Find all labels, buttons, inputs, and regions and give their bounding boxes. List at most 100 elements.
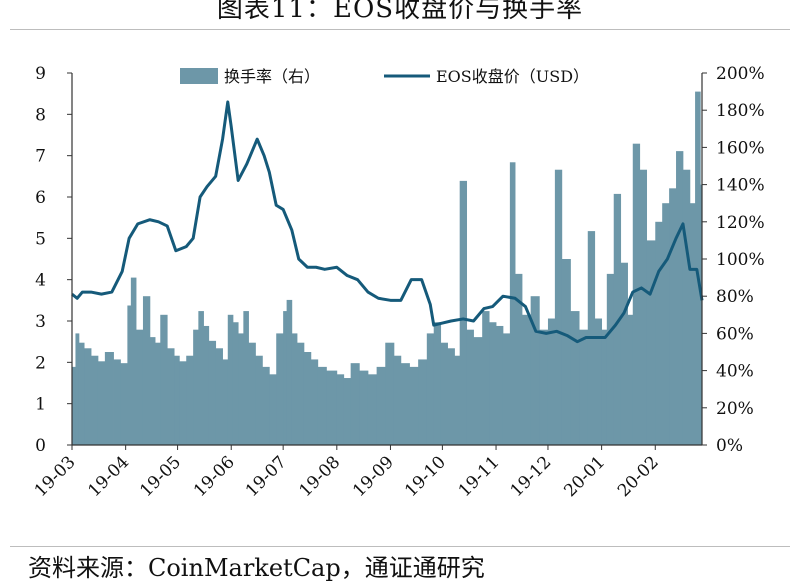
turnover-bar — [496, 325, 504, 445]
left-tick-label: 2 — [35, 353, 46, 373]
turnover-bar — [227, 314, 234, 445]
turnover-bar — [78, 342, 85, 445]
x-ticks: 19-03 19-04 19-05 19-06 19-07 19-08 19-09 19-10… — [31, 445, 663, 501]
turnover-bar — [113, 359, 121, 445]
legend-price-label: EOS收盘价（USD） — [436, 67, 589, 86]
legend-turnover-swatch — [180, 68, 218, 84]
left-tick-label: 6 — [35, 188, 46, 208]
turnover-bar — [447, 348, 455, 445]
left-tick-label: 9 — [35, 64, 46, 84]
turnover-bar — [367, 374, 378, 445]
chart-title: 图表11：EOS收盘价与换手率 — [216, 0, 584, 24]
turnover-bar — [104, 352, 114, 445]
turnover-bar — [84, 348, 92, 445]
right-tick-label: 140% — [716, 176, 765, 196]
x-tick-label: 19-05 — [136, 452, 185, 501]
turnover-bar — [473, 337, 483, 445]
left-tick-label: 5 — [35, 229, 46, 249]
source-note: 资料来源：CoinMarketCap，通证通研究 — [28, 554, 485, 582]
turnover-bar — [310, 359, 319, 445]
turnover-bar — [203, 325, 210, 445]
right-y-ticks: 0% 20% 40% 60% 80% 100% 120% 140% 160% 180% 200% — [702, 64, 765, 456]
x-tick-label: 19-12 — [507, 452, 556, 501]
turnover-bar — [174, 355, 180, 445]
turnover-bar — [669, 188, 677, 445]
turnover-bar — [222, 359, 229, 445]
x-tick-label: 19-09 — [349, 452, 398, 501]
turnover-bar — [515, 273, 523, 445]
x-tick-label: 20-01 — [560, 452, 609, 501]
x-tick-label: 19-03 — [31, 452, 80, 501]
turnover-bar — [646, 240, 656, 445]
turnover-bar — [238, 333, 244, 445]
turnover-bar — [167, 348, 175, 445]
turnover-bar — [502, 333, 511, 445]
left-tick-label: 8 — [35, 105, 46, 125]
right-tick-label: 180% — [716, 101, 765, 121]
eos-price-turnover-chart: 0 1 2 3 4 5 6 7 8 9 0% 20% 40% 60% 80% 100% 120% 140% 160… — [31, 64, 765, 501]
turnover-bar — [682, 169, 691, 445]
x-tick-label: 20-02 — [614, 452, 663, 501]
turnover-bar — [579, 329, 589, 445]
turnover-bar — [530, 296, 540, 445]
turnover-bar — [426, 333, 435, 445]
turnover-bar — [276, 333, 284, 445]
turnover-bar — [466, 329, 474, 445]
turnover-bar — [662, 203, 670, 445]
turnover-bar — [269, 374, 277, 445]
turnover-bar — [350, 363, 360, 445]
turnover-bar — [613, 193, 622, 445]
right-tick-label: 200% — [716, 64, 765, 84]
turnover-bar — [208, 340, 217, 445]
turnover-bar — [554, 169, 563, 445]
turnover-bar — [376, 366, 386, 445]
turnover-bars — [72, 91, 703, 445]
top-rule — [10, 29, 790, 30]
turnover-bar — [186, 355, 194, 445]
turnover-bar — [317, 366, 327, 445]
turnover-bar — [149, 337, 156, 445]
turnover-bar — [489, 322, 497, 445]
x-tick-label: 19-06 — [190, 452, 239, 501]
turnover-bar — [248, 342, 256, 445]
turnover-bar — [72, 366, 76, 445]
turnover-bar — [160, 314, 168, 445]
turnover-bar — [155, 342, 161, 445]
turnover-bar — [700, 184, 703, 445]
turnover-bar — [522, 314, 532, 445]
x-tick-label: 19-11 — [455, 452, 504, 501]
turnover-bar — [418, 359, 428, 445]
turnover-bar — [689, 203, 696, 445]
turnover-bar — [193, 329, 199, 445]
turnover-bar — [336, 374, 345, 445]
turnover-bar — [561, 259, 571, 445]
right-tick-label: 60% — [716, 324, 754, 344]
turnover-bar — [262, 366, 270, 445]
turnover-bar — [454, 355, 461, 445]
bottom-rule — [10, 546, 790, 547]
turnover-bar — [232, 322, 239, 445]
turnover-bar — [243, 311, 249, 445]
left-tick-label: 4 — [35, 271, 46, 291]
turnover-bar — [639, 169, 648, 445]
turnover-bar — [539, 329, 549, 445]
x-tick-label: 19-10 — [401, 452, 450, 501]
turnover-bar — [570, 311, 580, 445]
turnover-bar — [130, 277, 137, 445]
turnover-bar — [509, 162, 516, 445]
turnover-bar — [482, 311, 490, 445]
turnover-bar — [291, 333, 298, 445]
turnover-bar — [440, 342, 448, 445]
turnover-bar — [75, 333, 80, 445]
turnover-bar — [142, 296, 151, 445]
turnover-bar — [198, 311, 204, 445]
turnover-bar — [136, 329, 144, 445]
right-tick-label: 80% — [716, 287, 754, 307]
right-tick-label: 0% — [716, 436, 743, 456]
turnover-bar — [91, 355, 99, 445]
turnover-bar — [215, 348, 223, 445]
turnover-bar — [594, 318, 603, 445]
turnover-bar — [547, 318, 556, 445]
x-tick-label: 19-07 — [242, 452, 291, 501]
turnover-bar — [359, 370, 369, 445]
